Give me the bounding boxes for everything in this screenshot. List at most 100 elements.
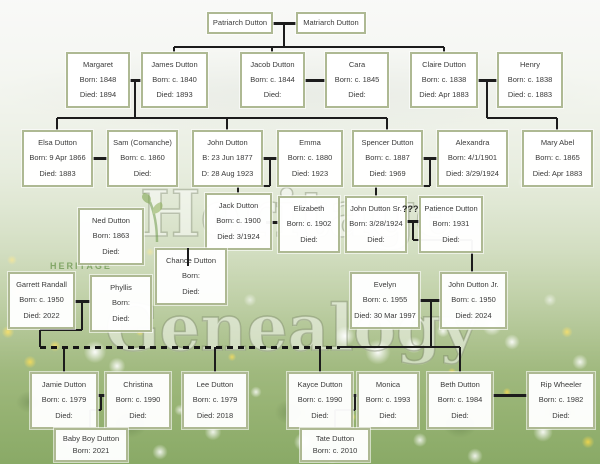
person-box-sam: Sam (Comanche) Born: c. 1860 Died: bbox=[107, 130, 178, 187]
person-born: Born: c. 1950 bbox=[451, 295, 496, 305]
person-died: Died: bbox=[451, 410, 469, 420]
person-box-jacob: Jacob Dutton Born: c. 1844 Died: bbox=[240, 52, 305, 108]
person-name: Alexandra bbox=[455, 138, 490, 148]
person-box-beth: Beth Dutton Born: c. 1984 Died: bbox=[427, 372, 493, 429]
person-box-evelyn: Evelyn Born: c. 1955 Died: 30 Mar 1997 bbox=[350, 272, 420, 329]
marriage-line bbox=[266, 220, 278, 224]
person-born: Born: c. 1840 bbox=[152, 74, 197, 84]
person-box-phyllis: Phyllis Born: Died: bbox=[90, 275, 152, 332]
person-name: Mary Abel bbox=[540, 138, 575, 148]
person-box-cara: Cara Born: c. 1845 Died: bbox=[325, 52, 389, 108]
person-box-garrett: Garrett Randall Born: c. 1950 Died: 2022 bbox=[8, 272, 75, 329]
person-born: Born: c. 1887 bbox=[365, 153, 410, 163]
descent-line bbox=[174, 46, 444, 48]
person-box-jamie: Jamie Dutton Born: c. 1979 Died: bbox=[30, 372, 98, 429]
person-box-matriarch: Matriarch Dutton bbox=[296, 12, 366, 34]
person-name: Elsa Dutton bbox=[38, 138, 77, 148]
descent-line bbox=[375, 186, 377, 196]
person-born: Born: c. 1900 bbox=[216, 216, 261, 226]
person-died: D: 28 Aug 1923 bbox=[201, 168, 254, 178]
person-box-elsa: Elsa Dutton Born: 9 Apr 1866 Died: 1883 bbox=[22, 130, 93, 187]
descent-line bbox=[556, 118, 558, 130]
person-died: Died: bbox=[552, 410, 570, 420]
descent-line bbox=[81, 301, 83, 330]
descent-line bbox=[459, 347, 461, 372]
descent-line bbox=[486, 80, 488, 118]
adoption-dashed-line bbox=[40, 345, 340, 349]
person-name: Jacob Dutton bbox=[250, 59, 295, 69]
descent-line bbox=[40, 329, 82, 331]
person-name: Emma bbox=[299, 138, 321, 148]
person-born: Born: c. 1955 bbox=[362, 295, 408, 305]
person-born: Born: c. 1902 bbox=[286, 219, 332, 229]
descent-line bbox=[319, 347, 321, 372]
person-name: Phyllis bbox=[110, 283, 132, 293]
descent-line bbox=[487, 117, 557, 119]
person-name: James Dutton bbox=[151, 59, 198, 69]
person-box-henry: Henry Born: c. 1838 Died: c. 1883 bbox=[497, 52, 563, 108]
descent-line bbox=[56, 118, 58, 130]
descent-line bbox=[430, 300, 432, 347]
person-born: Born: c. 1950 bbox=[19, 295, 64, 305]
person-box-john-jr: John Dutton Jr. Born: c. 1950 Died: 2024 bbox=[440, 272, 507, 329]
person-name: Jamie Dutton bbox=[41, 380, 87, 390]
person-name: John Dutton Sr. bbox=[350, 204, 402, 214]
descent-line bbox=[354, 395, 356, 410]
person-born: Born: 1863 bbox=[92, 231, 130, 241]
person-died: Died: 3/29/1924 bbox=[446, 168, 499, 178]
person-name: Baby Boy Dutton bbox=[62, 433, 120, 443]
person-died: Died: 2024 bbox=[455, 310, 492, 320]
person-died: Died: bbox=[367, 234, 385, 244]
descent-line bbox=[237, 186, 239, 193]
person-died: Died: bbox=[112, 313, 130, 323]
descent-line bbox=[340, 346, 460, 348]
person-born: Born: c. 1990 bbox=[115, 395, 161, 405]
person-box-monica: Monica Born: c. 1993 Died: bbox=[357, 372, 419, 429]
person-born: Born: c. 1984 bbox=[437, 395, 483, 405]
person-name: Monica bbox=[375, 380, 401, 390]
person-born: Born: 2021 bbox=[72, 446, 110, 456]
person-name: Patriarch Dutton bbox=[212, 17, 268, 27]
person-name: Margaret bbox=[82, 59, 113, 69]
person-name: John Dutton bbox=[207, 138, 248, 148]
person-born: Born: 3/28/1924 bbox=[349, 219, 403, 229]
person-died: Died: bbox=[311, 410, 329, 420]
person-name: Ned Dutton bbox=[92, 216, 130, 226]
person-died: Died: bbox=[442, 234, 460, 244]
person-box-ned: Ned Dutton Born: 1863 Died: bbox=[78, 208, 144, 265]
person-died: Died: Apr 1883 bbox=[419, 89, 469, 99]
person-name: John Dutton Jr. bbox=[448, 280, 499, 290]
person-died: Died: bbox=[55, 410, 73, 420]
person-died: Died: 3/1924 bbox=[217, 231, 260, 241]
person-box-john-sr: John Dutton Sr. Born: 3/28/1924 Died: bbox=[345, 196, 407, 253]
descent-line bbox=[443, 47, 445, 52]
person-box-john-dutton: John Dutton B: 23 Jun 1877 D: 28 Aug 1923 bbox=[192, 130, 263, 187]
person-box-james: James Dutton Born: c. 1840 Died: 1893 bbox=[141, 52, 208, 108]
marriage-line bbox=[93, 156, 107, 160]
person-box-claire: Claire Dutton Born: c. 1838 Died: Apr 1883 bbox=[410, 52, 478, 108]
person-name: Rip Wheeler bbox=[540, 380, 582, 390]
person-box-kayce: Kayce Dutton Born: c. 1990 Died: bbox=[287, 372, 353, 429]
unknown-marriage-label: ??? bbox=[402, 204, 419, 214]
descent-line bbox=[269, 158, 271, 186]
person-died: Died: bbox=[348, 89, 366, 99]
descent-line bbox=[429, 158, 431, 186]
person-died: Died: bbox=[129, 410, 147, 420]
descent-line bbox=[100, 395, 102, 410]
person-born: Born: c. 1838 bbox=[421, 74, 467, 84]
person-died: Died: 1923 bbox=[291, 168, 329, 178]
person-box-patriarch: Patriarch Dutton bbox=[207, 12, 273, 34]
person-box-christina: Christina Born: c. 1990 Died: bbox=[105, 372, 171, 429]
descent-line bbox=[57, 117, 387, 119]
person-born: B: 23 Jun 1877 bbox=[202, 153, 253, 163]
person-born: Born: 1848 bbox=[79, 74, 117, 84]
person-name: Matriarch Dutton bbox=[303, 17, 359, 27]
person-box-alexandra: Alexandra Born: 4/1/1901 Died: 3/29/1924 bbox=[437, 130, 508, 187]
person-died: Died: c. 1883 bbox=[507, 89, 553, 99]
person-name: Claire Dutton bbox=[422, 59, 466, 69]
person-born: Born: bbox=[182, 271, 200, 281]
person-box-mary-abel: Mary Abel Born: c. 1865 Died: Apr 1883 bbox=[522, 130, 593, 187]
descent-line bbox=[226, 118, 228, 130]
